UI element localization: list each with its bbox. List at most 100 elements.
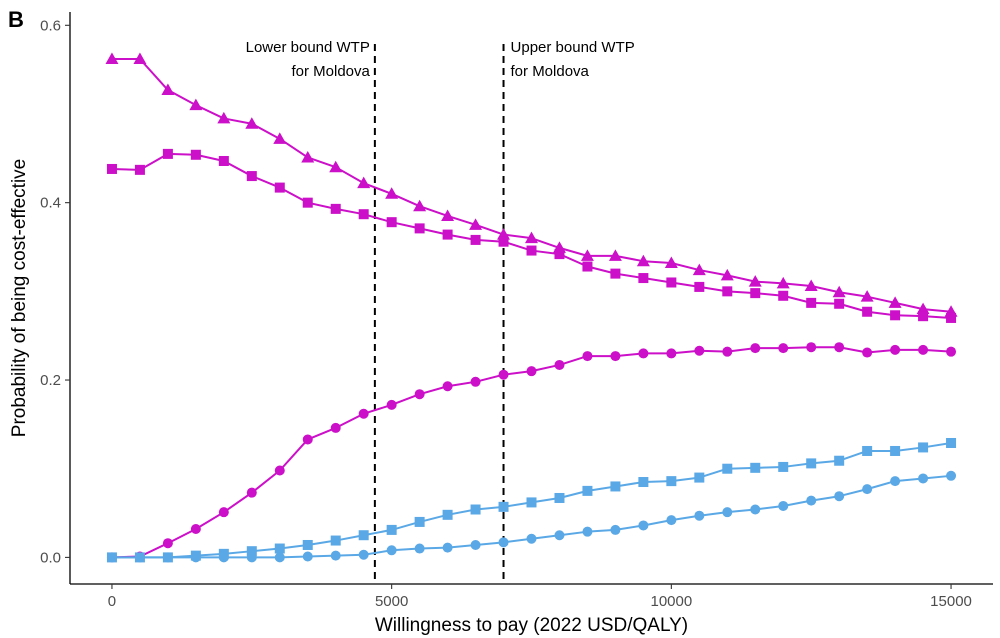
data-point	[778, 461, 789, 472]
data-point	[134, 164, 145, 175]
data-point	[301, 150, 315, 163]
data-point	[666, 476, 677, 487]
data-point	[610, 351, 621, 362]
data-point	[918, 442, 929, 453]
data-point	[358, 209, 369, 220]
data-point	[554, 249, 565, 260]
data-point	[862, 484, 873, 495]
wtp-annotation-label: for Moldova	[291, 63, 370, 80]
data-point	[274, 182, 285, 193]
data-point	[470, 539, 481, 550]
data-point	[302, 434, 313, 445]
data-point	[582, 261, 593, 272]
data-point	[470, 234, 481, 245]
wtp-annotation-label: Upper bound WTP	[511, 39, 635, 56]
data-point	[330, 422, 341, 433]
data-point	[862, 347, 873, 358]
data-point	[442, 509, 453, 520]
data-point	[806, 458, 817, 469]
data-point	[358, 530, 369, 541]
data-point	[106, 552, 117, 563]
data-point	[750, 462, 761, 473]
data-point	[694, 281, 705, 292]
data-point	[666, 515, 677, 526]
data-point	[386, 524, 397, 535]
data-point	[638, 273, 649, 284]
data-point	[834, 455, 845, 466]
data-point	[498, 369, 509, 380]
data-point	[636, 254, 650, 267]
data-point	[274, 543, 285, 554]
data-point	[246, 552, 257, 563]
data-point	[470, 376, 481, 387]
data-point	[386, 399, 397, 410]
data-point	[610, 268, 621, 279]
data-point	[189, 98, 203, 111]
data-point	[162, 552, 173, 563]
data-point	[554, 530, 565, 541]
data-point	[692, 263, 706, 276]
data-point	[638, 348, 649, 359]
data-point	[190, 524, 201, 535]
data-point	[918, 311, 929, 322]
data-point	[750, 288, 761, 299]
data-point	[806, 342, 817, 353]
data-point	[890, 344, 901, 355]
data-point	[834, 298, 845, 309]
data-point	[834, 342, 845, 353]
data-point	[469, 218, 483, 230]
data-point	[918, 473, 929, 484]
data-point	[413, 199, 427, 212]
data-point	[806, 495, 817, 506]
data-point	[946, 346, 957, 357]
data-point	[386, 545, 397, 556]
data-point	[580, 249, 594, 261]
data-point	[133, 52, 147, 65]
data-point	[610, 524, 621, 535]
data-point	[190, 149, 201, 160]
data-point	[554, 492, 565, 503]
y-tick-label: 0.4	[40, 195, 61, 212]
data-point	[862, 306, 873, 317]
data-point	[218, 507, 229, 518]
data-point	[105, 52, 119, 65]
wtp-annotation-label: for Moldova	[511, 63, 590, 80]
data-point	[442, 542, 453, 553]
y-axis-title: Probability of being cost-effective	[9, 159, 30, 437]
data-point	[246, 171, 257, 182]
x-tick-label: 10000	[650, 593, 692, 610]
data-point	[776, 276, 790, 289]
y-tick-label: 0.2	[40, 372, 61, 389]
series-line	[111, 474, 952, 559]
data-point	[442, 229, 453, 240]
data-point	[582, 351, 593, 362]
data-point	[442, 381, 453, 392]
data-point	[722, 507, 733, 518]
data-point	[302, 197, 313, 208]
data-point	[946, 470, 957, 481]
data-point	[358, 408, 369, 419]
data-point	[722, 286, 733, 297]
x-axis-title: Willingness to pay (2022 USD/QALY)	[375, 615, 688, 636]
data-point	[638, 477, 649, 488]
data-point	[860, 290, 874, 302]
data-point	[414, 543, 425, 554]
data-point	[386, 217, 397, 228]
data-point	[804, 279, 818, 292]
data-point	[832, 285, 846, 298]
panel-label: B	[8, 7, 24, 32]
data-point	[274, 465, 285, 476]
data-point	[946, 437, 957, 448]
data-point	[806, 297, 817, 308]
wtp-annotation-label: Lower bound WTP	[246, 39, 370, 56]
data-point	[888, 296, 902, 308]
data-point	[414, 223, 425, 234]
data-point	[414, 516, 425, 527]
data-point	[946, 312, 957, 323]
data-point	[582, 526, 593, 537]
data-point	[441, 209, 455, 221]
data-point	[638, 520, 649, 531]
data-point	[694, 472, 705, 483]
data-point	[246, 546, 257, 557]
